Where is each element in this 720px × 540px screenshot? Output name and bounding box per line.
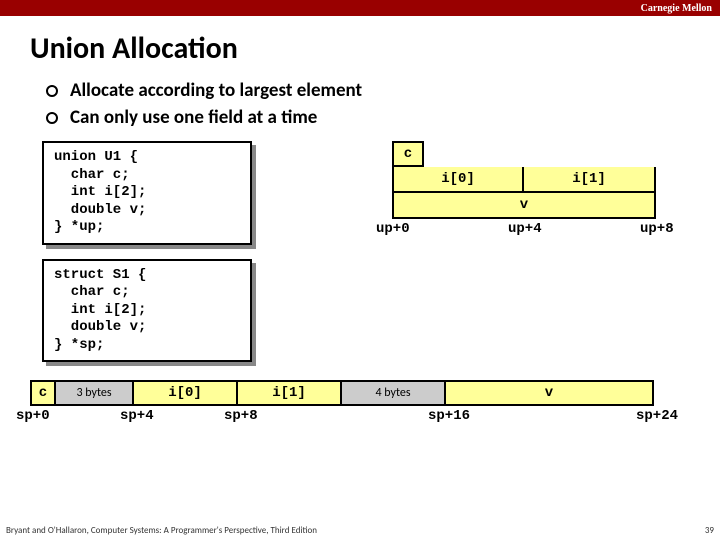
slide-number: 39 xyxy=(705,525,714,536)
footer-attribution: Bryant and O'Hallaron, Computer Systems:… xyxy=(6,525,317,536)
struct-cell-pad4: 4 bytes xyxy=(342,380,446,406)
union-offset-label: up+0 xyxy=(376,221,410,237)
union-memory-diagram: c i[0] i[1] v up+0 up+4 up+8 xyxy=(392,141,662,239)
struct-offset-labels: sp+0 sp+4 sp+8 sp+16 sp+24 xyxy=(30,408,720,426)
struct-cell-c: c xyxy=(30,380,56,406)
union-row: union U1 { char c; int i[2]; double v; }… xyxy=(42,141,720,245)
struct-cell-i0: i[0] xyxy=(134,380,238,406)
struct-row: struct S1 { char c; int i[2]; double v; … xyxy=(42,259,720,363)
struct-offset-label: sp+24 xyxy=(636,408,678,424)
union-offset-label: up+4 xyxy=(508,221,542,237)
bullet-text: Allocate according to largest element xyxy=(70,79,362,102)
bullet-item: Allocate according to largest element xyxy=(46,79,720,102)
bullet-text: Can only use one field at a time xyxy=(70,106,317,129)
struct-memory-diagram: c 3 bytes i[0] i[1] 4 bytes v sp+0 sp+4 … xyxy=(0,380,720,426)
struct-offset-label: sp+4 xyxy=(120,408,154,424)
struct-cell-i1: i[1] xyxy=(238,380,342,406)
header-bar: Carnegie Mellon xyxy=(0,0,720,16)
union-cell-v: v xyxy=(392,193,656,219)
struct-offset-label: sp+0 xyxy=(16,408,50,424)
bullet-item: Can only use one field at a time xyxy=(46,106,720,129)
slide-footer: Bryant and O'Hallaron, Computer Systems:… xyxy=(6,525,714,536)
struct-offset-label: sp+8 xyxy=(224,408,258,424)
bullet-list: Allocate according to largest element Ca… xyxy=(46,79,720,129)
union-offset-labels: up+0 up+4 up+8 xyxy=(392,221,662,239)
struct-cell-v: v xyxy=(446,380,654,406)
union-offset-label: up+8 xyxy=(640,221,674,237)
struct-cell-pad3: 3 bytes xyxy=(56,380,134,406)
union-cell-c: c xyxy=(392,141,424,167)
bullet-icon xyxy=(46,112,58,124)
institution-label: Carnegie Mellon xyxy=(641,3,712,14)
struct-code-box: struct S1 { char c; int i[2]; double v; … xyxy=(42,259,252,363)
union-cell-i0: i[0] xyxy=(392,167,524,193)
union-cell-i1: i[1] xyxy=(524,167,656,193)
struct-offset-label: sp+16 xyxy=(428,408,470,424)
union-code-box: union U1 { char c; int i[2]; double v; }… xyxy=(42,141,252,245)
slide-title: Union Allocation xyxy=(30,30,720,67)
bullet-icon xyxy=(46,85,58,97)
